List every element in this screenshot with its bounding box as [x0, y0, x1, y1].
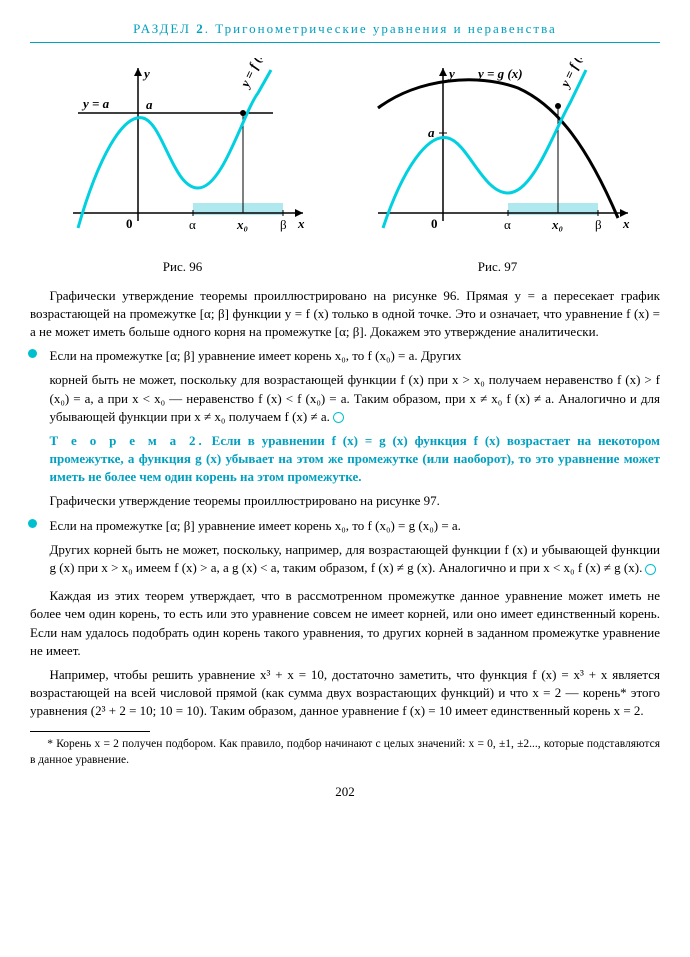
svg-text:y = f (x): y = f (x): [236, 58, 268, 91]
bullet-2-line1: Если на промежутке [α; β] уравнение имее…: [30, 517, 660, 535]
footnote: * Корень x = 2 получен подбором. Как пра…: [30, 736, 660, 768]
page-number: 202: [30, 783, 660, 801]
svg-text:x: x: [297, 216, 305, 231]
svg-text:α: α: [189, 217, 196, 232]
theorem-2: Т е о р е м а 2. Если в уравнении f (x) …: [50, 432, 661, 487]
bullet-1-rest: корней быть не может, поскольку для возр…: [50, 371, 661, 426]
svg-text:a: a: [428, 125, 435, 140]
section-num: 2: [196, 21, 205, 36]
svg-text:y = g (x): y = g (x): [476, 66, 523, 81]
qed-circle-icon: [645, 564, 656, 575]
svg-text:y: y: [142, 66, 150, 81]
svg-text:0: 0: [431, 216, 438, 231]
svg-text:x: x: [622, 216, 630, 231]
figure-97-svg: yx0aαx₀βy = g (x)y = f (x): [358, 58, 638, 248]
page-header: РАЗДЕЛ 2. Тригонометрические уравнения и…: [30, 20, 660, 43]
figures-row: yx0y = aaαx₀βy = f (x) Рис. 96 yx0aαx₀βy…: [30, 58, 660, 276]
theorem-label: Т е о р е м а 2.: [50, 433, 205, 448]
svg-text:x₀: x₀: [236, 217, 248, 232]
footnote-separator: [30, 731, 150, 732]
bullet-2-rest: Других корней быть не может, поскольку, …: [50, 541, 661, 577]
svg-text:α: α: [504, 217, 511, 232]
bullet-dot-icon: [28, 519, 37, 528]
svg-text:y: y: [447, 66, 455, 81]
para-summary: Каждая из этих теорем утверждает, что в …: [30, 587, 660, 660]
figure-96-caption: Рис. 96: [53, 258, 313, 276]
section-label: РАЗДЕЛ: [133, 21, 191, 36]
figure-96: y x 0 y = a a α x₀ β y = f (x) Рис. 96: [53, 58, 313, 276]
bullet-2: Если на промежутке [α; β] уравнение имее…: [30, 517, 660, 535]
figure-97: yx0aαx₀βy = g (x)y = f (x) Рис. 97: [358, 58, 638, 276]
svg-text:y = a: y = a: [81, 96, 110, 111]
svg-text:a: a: [146, 97, 153, 112]
svg-text:β: β: [280, 217, 287, 232]
para-example: Например, чтобы решить уравнение x³ + x …: [30, 666, 660, 721]
para-fig97: Графически утверждение теоремы проиллюст…: [30, 492, 660, 510]
svg-text:x₀: x₀: [551, 217, 563, 232]
figure-97-caption: Рис. 97: [358, 258, 638, 276]
bullet-1: Если на промежутке [α; β] уравнение имее…: [30, 347, 660, 365]
svg-text:β: β: [595, 217, 602, 232]
figure-96-svg: y x 0 y = a a α x₀ β y = f (x): [53, 58, 313, 248]
svg-text:0: 0: [126, 216, 133, 231]
qed-circle-icon: [333, 412, 344, 423]
header-title: Тригонометрические уравнения и неравенст…: [215, 21, 557, 36]
para-intro: Графически утверждение теоремы проиллюст…: [30, 287, 660, 342]
bullet-1-line1: Если на промежутке [α; β] уравнение имее…: [30, 347, 660, 365]
